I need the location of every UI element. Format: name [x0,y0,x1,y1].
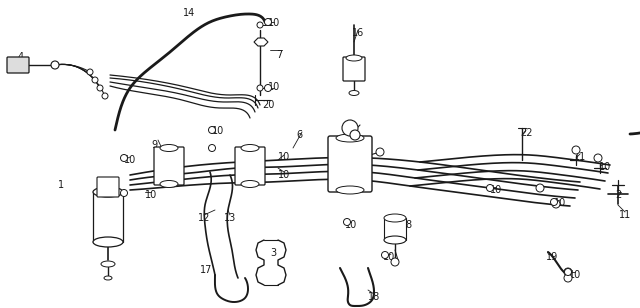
Circle shape [381,252,388,258]
Ellipse shape [101,261,115,267]
Text: 2: 2 [615,190,621,200]
Text: 10: 10 [268,82,280,92]
Ellipse shape [160,144,178,152]
Text: 18: 18 [368,292,380,302]
Text: 6: 6 [296,130,302,140]
Text: 11: 11 [347,128,359,138]
Circle shape [391,258,399,266]
Ellipse shape [384,214,406,222]
Circle shape [550,198,557,205]
FancyBboxPatch shape [343,57,365,81]
Circle shape [376,148,384,156]
Circle shape [209,144,216,152]
Text: 1: 1 [58,180,64,190]
FancyBboxPatch shape [328,136,372,192]
Ellipse shape [241,144,259,152]
Ellipse shape [336,186,364,194]
Circle shape [350,130,360,140]
Text: 16: 16 [352,28,364,38]
Circle shape [536,184,544,192]
Text: 10: 10 [278,170,291,180]
Ellipse shape [93,187,123,197]
Text: 12: 12 [198,213,211,223]
Text: 10: 10 [383,252,396,262]
Text: 10: 10 [554,198,566,208]
Text: 8: 8 [405,220,411,230]
Text: 13: 13 [224,213,236,223]
FancyBboxPatch shape [97,177,119,197]
Circle shape [87,69,93,75]
Circle shape [102,93,108,99]
Polygon shape [254,38,268,46]
Text: 11: 11 [619,210,631,220]
Text: 11: 11 [574,152,586,162]
FancyBboxPatch shape [7,57,29,73]
Text: 10: 10 [345,220,357,230]
Circle shape [257,85,263,91]
Text: 14: 14 [183,8,195,18]
Text: 7: 7 [276,50,282,60]
Circle shape [264,84,271,91]
Text: 10: 10 [490,185,502,195]
Text: 3: 3 [270,248,276,258]
Circle shape [552,200,560,208]
Ellipse shape [241,180,259,188]
Circle shape [564,274,572,282]
Circle shape [120,189,127,197]
Circle shape [257,22,263,28]
Circle shape [486,184,493,192]
Circle shape [209,127,216,133]
Circle shape [564,269,572,275]
Text: 10: 10 [569,270,581,280]
Ellipse shape [160,180,178,188]
Text: 10: 10 [145,190,157,200]
Circle shape [594,154,602,162]
Circle shape [51,61,59,69]
Ellipse shape [346,55,362,61]
Text: 10: 10 [268,18,280,28]
Ellipse shape [104,276,112,280]
Circle shape [120,155,127,161]
Ellipse shape [384,236,406,244]
FancyBboxPatch shape [235,147,265,185]
Text: 10: 10 [278,152,291,162]
Circle shape [342,120,358,136]
Text: 17: 17 [200,265,212,275]
Circle shape [564,268,572,276]
Ellipse shape [336,134,364,142]
Ellipse shape [93,237,123,247]
Circle shape [97,85,103,91]
Text: 10: 10 [212,126,224,136]
Text: 5: 5 [361,150,367,160]
Text: 19: 19 [546,252,558,262]
Circle shape [92,77,98,83]
Text: 10: 10 [124,155,136,165]
Circle shape [264,18,271,26]
Circle shape [572,146,580,154]
Text: 20: 20 [262,100,275,110]
Text: 4: 4 [18,52,24,62]
Text: 22: 22 [520,128,532,138]
Text: 9: 9 [151,140,157,150]
Circle shape [344,218,351,225]
Ellipse shape [349,91,359,95]
FancyBboxPatch shape [154,147,184,185]
Text: 10: 10 [599,162,611,172]
